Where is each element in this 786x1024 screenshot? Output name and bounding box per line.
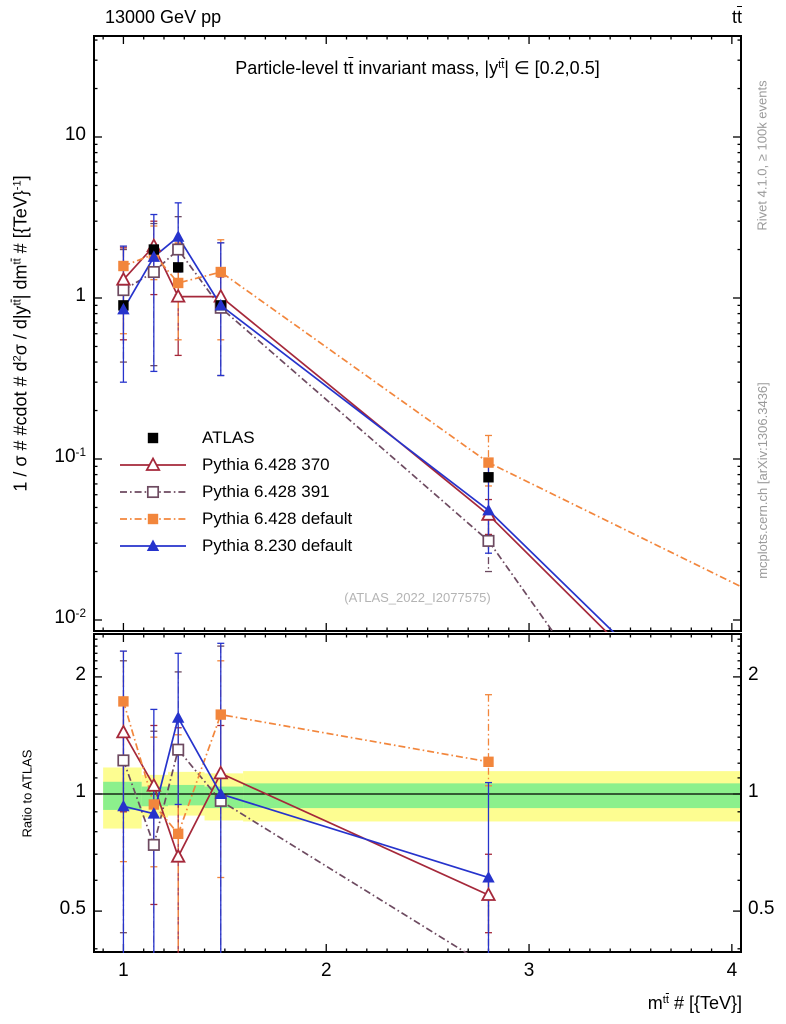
legend-item-pythia8-default: Pythia 8.230 default	[118, 532, 352, 559]
legend-label: ATLAS	[202, 427, 255, 447]
main-y-tick-label: 10-2	[54, 606, 86, 628]
ratio-y-tick-label-left: 0.5	[59, 898, 86, 920]
legend-label: Pythia 6.428 default	[202, 508, 353, 528]
beam-energy-label: 13000 GeV pp	[105, 7, 222, 27]
main-y-tick-label: 10	[64, 124, 86, 145]
x-tick-label: 1	[118, 960, 129, 981]
x-tick-label: 3	[523, 960, 535, 981]
x-axis-title: mtt # [{TeV}]	[647, 993, 742, 1013]
main-y-tick-label: 10-1	[54, 445, 86, 467]
legend-item-pythia6-370: Pythia 6.428 370	[118, 451, 352, 478]
ratio-y-tick-label-right: 1	[748, 781, 759, 802]
ratio-y-tick-label-left: 1	[75, 781, 86, 802]
legend-marker-pythia8-default-icon	[120, 539, 186, 551]
legend-marker-pythia6-default-icon	[120, 513, 186, 524]
legend-item-pythia6-391: Pythia 6.428 391	[118, 478, 352, 505]
x-tick-label: 4	[726, 960, 738, 981]
plot-title: Particle-level tt invariant mass, |ytt| …	[235, 58, 600, 78]
ratio-y-tick-label-right: 2	[748, 663, 759, 685]
legend-marker-atlas-icon	[147, 432, 159, 443]
x-tick-label: 2	[320, 960, 332, 981]
rivet-version-note: Rivet 4.1.0, ≥ 100k events	[754, 79, 770, 231]
legend-marker-pythia6-370-icon	[120, 456, 186, 471]
main-y-tick-label: 1	[75, 285, 86, 306]
ratio-y-tick-label-left: 2	[75, 663, 86, 685]
legend-label: Pythia 8.230 default	[202, 535, 353, 555]
main-panel	[93, 35, 742, 632]
legend-marker-pythia6-391-icon	[120, 485, 186, 498]
legend-item-atlas: ATLAS	[118, 424, 352, 451]
legend-item-pythia6-default: Pythia 6.428 default	[118, 505, 352, 532]
ratio-panel	[93, 633, 742, 953]
legend: ATLAS Pythia 6.428 370 Pythia 6.428 391 …	[118, 424, 352, 559]
legend-label: Pythia 6.428 391	[202, 481, 330, 501]
process-label: tt	[731, 7, 742, 27]
ratio-y-tick-label-right: 0.5	[748, 898, 775, 920]
mcplots-arxiv-note: mcplots.cern.ch [arXiv:1306.3436]	[754, 381, 770, 579]
legend-label: Pythia 6.428 370	[202, 454, 330, 474]
analysis-id-watermark: (ATLAS_2022_I2077575)	[344, 590, 491, 605]
